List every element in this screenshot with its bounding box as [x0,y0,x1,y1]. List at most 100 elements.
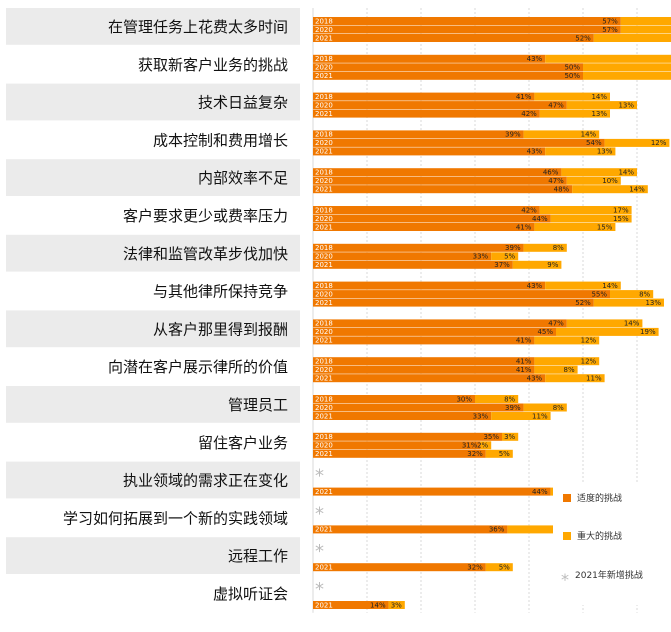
value-label-moderate: 41% [516,358,532,366]
value-label-major: 8% [639,290,650,298]
year-label: 2018 [315,55,333,63]
year-label: 2021 [315,450,333,458]
value-label-moderate: 39% [505,131,521,139]
bar-major [593,34,671,42]
value-label-moderate: 43% [527,55,543,63]
value-label-moderate: 31% [462,442,478,450]
value-label-moderate: 47% [548,320,564,328]
bar-moderate [313,336,535,345]
category-label: 在管理任务上花费太多时间 [108,18,288,36]
bar-moderate [313,17,621,25]
bar-moderate [313,374,546,383]
year-label: 2020 [315,404,333,412]
value-label-moderate: 41% [516,223,532,231]
bar-moderate [313,130,524,139]
value-label-major: 11% [532,412,548,420]
value-label-moderate: 50% [564,72,580,80]
bar-major [566,101,637,110]
legend-swatch [563,494,571,502]
bar-major [539,109,610,118]
value-label-moderate: 43% [527,282,543,290]
value-label-major: 12% [651,139,667,147]
value-label-moderate: 39% [505,244,521,252]
year-label: 2018 [315,93,333,101]
year-label: 2020 [315,215,333,223]
bar-major [583,63,671,72]
category-band [6,310,300,348]
year-label: 2020 [315,366,333,374]
value-label-moderate: 54% [586,139,602,147]
category-label: 执业领域的需求正在变化 [123,472,288,490]
bar-major [545,54,671,63]
year-label: 2018 [315,320,333,328]
value-label-moderate: 52% [575,299,591,307]
year-label: 2018 [315,131,333,139]
value-label-moderate: 39% [505,404,521,412]
bar-moderate [313,290,610,299]
value-label-moderate: 52% [575,34,591,42]
bar-moderate [313,601,389,609]
bar-major [491,412,551,420]
value-label-major: 3% [391,601,402,609]
bar-moderate [313,54,546,63]
value-label-moderate: 33% [473,253,489,261]
bar-moderate [313,243,524,252]
bar-moderate [313,63,583,72]
category-label: 管理员工 [228,396,288,414]
year-label: 2021 [315,34,333,42]
bar-major [388,601,405,609]
bar-major [539,206,632,214]
bar-moderate [313,298,594,307]
legend-new-marker: * [561,570,569,589]
value-label-moderate: 36% [489,526,505,534]
category-label: 客户要求更少或费率压力 [123,207,288,225]
category-band [6,159,300,196]
year-label: 2018 [315,244,333,252]
bar-moderate [313,214,551,223]
bar-major [534,92,610,101]
category-label: 向潜在客户展示律所的价值 [108,358,288,376]
value-label-moderate: 50% [564,64,580,72]
bar-major [534,223,616,231]
bar-major [620,25,671,34]
category-label: 从客户那里得到报酬 [153,320,288,338]
year-label: 2021 [315,564,333,572]
bar-major [550,214,632,223]
bar-major [545,147,616,156]
value-label-major: 14% [629,186,645,194]
year-label: 2018 [315,206,333,214]
value-label-moderate: 14% [370,601,386,609]
bar-major [523,130,600,139]
value-label-moderate: 48% [554,186,570,194]
year-label: 2021 [315,148,333,156]
new-challenge-marker: * [315,579,324,600]
value-label-major: 12% [581,337,597,345]
category-label: 技术日益复杂 [198,94,288,112]
bar-moderate [313,357,535,366]
category-label: 内部效率不足 [198,169,288,187]
value-label-major: 5% [504,253,515,261]
value-label-moderate: 30% [456,395,472,403]
bar-moderate [313,525,508,534]
bar-moderate [313,260,513,269]
bar-moderate [313,395,475,403]
category-label: 远程工作 [228,547,288,565]
bar-major [593,298,664,307]
value-label-moderate: 43% [527,148,543,156]
value-label-major: 11% [586,375,602,383]
bar-moderate [313,403,524,412]
bar-major [507,525,594,534]
value-label-moderate: 46% [543,169,559,177]
bar-major [545,374,605,383]
year-label: 2021 [315,261,333,269]
bar-major [556,327,659,336]
value-label-moderate: 57% [602,17,618,25]
bar-moderate [313,71,583,80]
year-label: 2018 [315,169,333,177]
value-label-major: 14% [624,320,640,328]
value-label-moderate: 44% [532,488,548,496]
bar-major [534,365,578,374]
value-label-moderate: 41% [516,93,532,101]
